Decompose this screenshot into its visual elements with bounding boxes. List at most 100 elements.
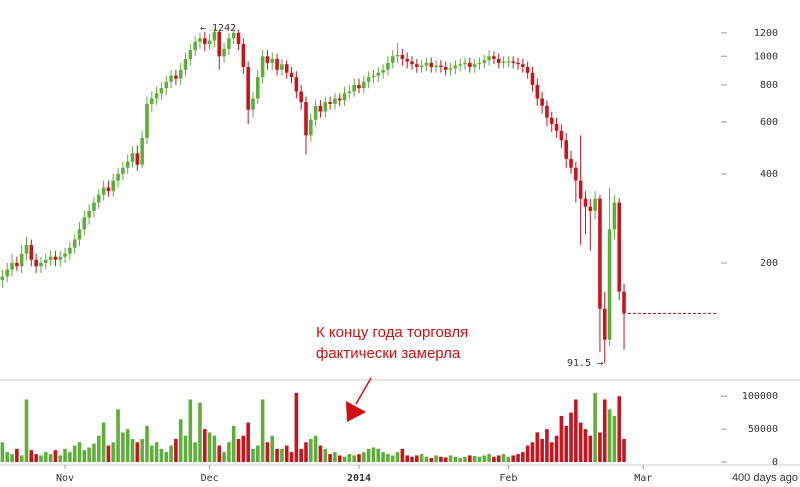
candle-body [468,62,472,67]
volume-bar [15,448,19,462]
volume-bar [318,445,323,462]
volume-bar [453,456,458,462]
volume-bar [439,456,443,462]
candle-body [612,202,617,230]
candle-body [63,253,67,257]
candle-body [135,153,140,165]
candle-body [492,56,496,59]
volume-bar [24,399,29,462]
volume-bar [198,402,202,462]
candle-body [299,91,303,103]
volume-bar [154,442,159,462]
volume-bar [525,445,530,462]
candle-body [362,81,366,89]
volume-bar [68,452,72,462]
candle-body [410,61,414,65]
volume-bar [246,422,250,462]
candle-body [183,58,188,70]
volume-bar [405,455,409,462]
candle-body [352,84,356,92]
candle-body [525,66,530,73]
candle-body [280,64,284,70]
candle-body [419,65,424,67]
volume-bar [463,456,467,462]
candle-body [366,77,371,82]
volume-bar [352,455,356,462]
candle-body [443,66,448,70]
candle-body [111,180,116,192]
volume-bar [313,435,318,462]
volume-bar [588,435,593,462]
volume-bar [554,435,559,462]
candle-body [458,64,462,66]
candle-body [58,256,63,260]
volume-bar [386,454,390,462]
candle-body [294,77,299,92]
candle-body [574,167,578,181]
volume-bar [328,454,332,462]
volume-bar [43,452,48,462]
volume-bar [58,455,63,462]
candle-body [231,32,236,39]
volume-bar [487,454,491,462]
candle-body [159,88,164,94]
volume-bar [149,445,154,462]
candle-body [227,38,231,49]
volume-bar [492,456,496,462]
candle-body [337,98,342,101]
volume-bar [236,438,241,462]
volume-bar [159,448,164,462]
volume-bar [521,452,525,462]
candle-body [10,262,14,270]
volume-bar [280,448,284,462]
volume-bar [164,452,169,462]
candle-body [125,161,130,168]
candle-body [487,56,491,61]
candle-body [39,262,43,267]
volume-bar [284,445,289,462]
volume-bar [458,458,462,462]
candle-body [583,198,588,207]
volume-bar [265,442,270,462]
volume-bar [145,425,149,462]
candle-body [251,98,255,110]
volume-bar [39,455,43,462]
volume-bar [468,455,472,462]
volume-bar [256,445,260,462]
candle-body [5,269,10,277]
volume-bar [569,412,573,462]
volume-bar [516,454,520,462]
volume-bar [535,432,540,462]
volume-bar [92,443,96,462]
candle-body [217,31,222,57]
candle-body [429,62,434,67]
volume-bar [371,447,376,462]
candle-body [521,64,525,67]
candle-body [347,91,352,94]
volume-bar [482,455,487,462]
volume-bar [612,415,617,462]
candle-body [198,38,202,42]
volume-bar [583,429,588,462]
volume-bar [188,399,193,462]
candle-body [617,202,622,292]
volume-bar [48,454,53,462]
volume-bar [34,454,38,462]
note-line: фактически замерла [316,345,461,362]
candle-body [415,64,419,67]
note-line: К концу года торговля [316,324,468,341]
min-annotation: 91.5 → [567,358,603,369]
candle-body [130,153,135,162]
candle-body [501,61,506,63]
volume-bar [299,448,303,462]
candle-body [121,167,125,174]
candle-body [463,62,467,65]
candle-body [246,66,250,110]
range-link[interactable]: 400 days ago [732,472,798,484]
candle-body [309,119,313,136]
candle-body [516,62,520,65]
candle-body [607,229,612,340]
volume-bar [202,429,207,462]
candle-body [381,69,385,73]
candle-body [395,55,400,57]
